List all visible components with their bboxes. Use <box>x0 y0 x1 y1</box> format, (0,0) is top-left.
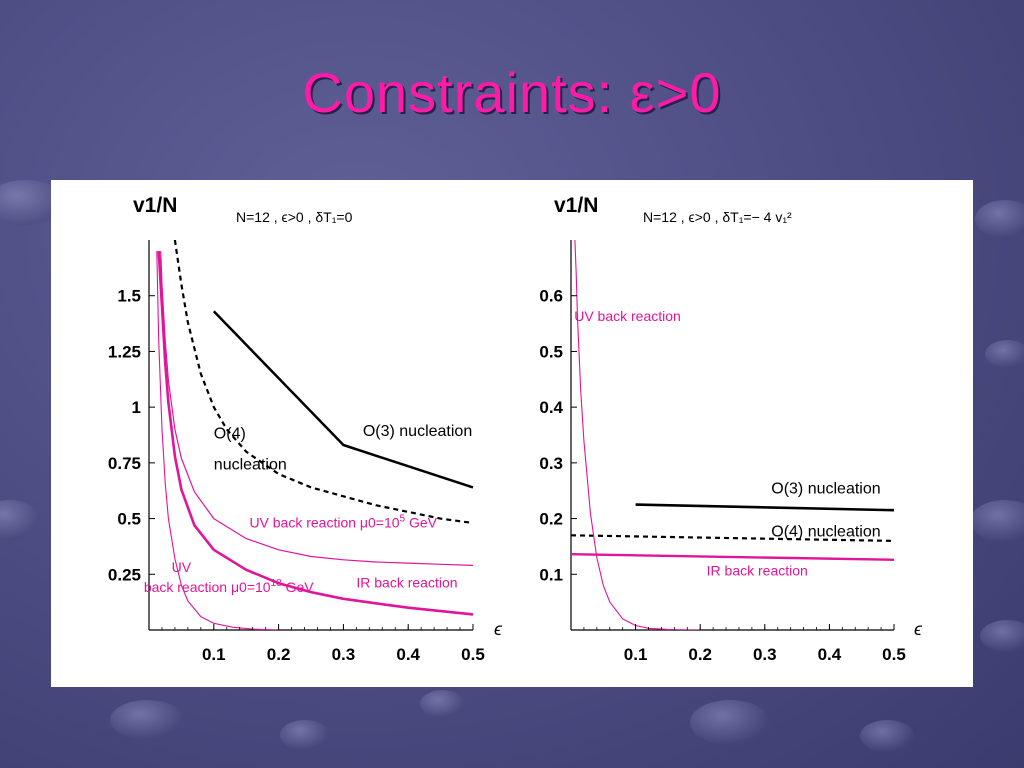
left-ylabel: v1/N <box>133 194 177 217</box>
right-ytick-label: 0.5 <box>539 342 563 361</box>
right-ytick-label: 0.2 <box>539 510 563 529</box>
right-series-0 <box>635 503 895 512</box>
right-chart: v1/N N=12 , ϵ>0 , δT₁=− 4 v₁² ϵ <box>554 194 923 639</box>
left-annotation-1: O(4) <box>214 425 246 442</box>
right-ylabel: v1/N <box>554 194 598 217</box>
left-ytick-label: 0.25 <box>108 565 141 584</box>
right-ytick-label: 0.1 <box>539 565 563 584</box>
left-annotation-5: back reaction μ0=1018 GeV <box>144 578 314 595</box>
slide-title: Constraints: ε>0 <box>302 61 722 124</box>
left-ytick-label: 0.75 <box>108 454 141 473</box>
right-header: N=12 , ϵ>0 , δT₁=− 4 v₁² <box>643 209 792 225</box>
right-annotation-3: IR back reaction <box>707 562 808 578</box>
left-header: N=12 , ϵ>0 , δT₁=0 <box>236 209 353 225</box>
left-series-3 <box>157 251 474 616</box>
left-plot <box>156 240 474 630</box>
right-series-2 <box>571 553 895 561</box>
right-xtick-label: 0.5 <box>882 645 906 664</box>
left-annotation-2: nucleation <box>214 457 287 474</box>
right-series-3 <box>574 240 701 630</box>
left-xtick-label: 0.4 <box>396 645 420 664</box>
right-ytick-label: 0.3 <box>539 454 563 473</box>
left-series-4 <box>156 251 279 630</box>
left-annotation-4: UV <box>172 559 192 575</box>
left-ytick-label: 1 <box>132 398 141 417</box>
left-ytick-label: 0.5 <box>117 510 141 529</box>
left-xtick-label: 0.1 <box>202 645 226 664</box>
left-xtick-label: 0.3 <box>332 645 356 664</box>
chart-panel: v1/N N=12 , ϵ>0 , δT₁=0 ϵ v1/N N=12 , ϵ>… <box>51 180 973 687</box>
left-annotation-6: IR back reaction <box>356 575 457 591</box>
left-annotation-0: O(3) nucleation <box>363 423 472 440</box>
right-xlabel: ϵ <box>914 619 923 639</box>
left-annotation-3: UV back reaction μ0=105 GeV <box>249 513 437 530</box>
right-xtick-label: 0.4 <box>818 645 842 664</box>
left-series-2 <box>160 251 474 566</box>
right-ytick-label: 0.6 <box>539 287 563 306</box>
left-xtick-label: 0.5 <box>461 645 485 664</box>
right-xtick-label: 0.1 <box>624 645 648 664</box>
left-series-1 <box>173 240 474 525</box>
right-annotation-2: O(4) nucleation <box>771 523 880 540</box>
chart-marks: 0.1 0.2 0.3 0.4 0.5 0.25 0.5 0.75 1 1.25 1.5 O(3) n… <box>108 240 906 664</box>
left-ytick-label: 1.5 <box>117 287 141 306</box>
right-xtick-label: 0.3 <box>753 645 777 664</box>
left-xtick-label: 0.2 <box>267 645 291 664</box>
left-xlabel: ϵ <box>494 619 503 639</box>
charts-svg: v1/N N=12 , ϵ>0 , δT₁=0 ϵ v1/N N=12 , ϵ>… <box>108 194 923 664</box>
right-annotation-0: UV back reaction <box>574 308 681 324</box>
left-chart: v1/N N=12 , ϵ>0 , δT₁=0 ϵ <box>133 194 503 639</box>
right-xtick-label: 0.2 <box>688 645 712 664</box>
right-ytick-label: 0.4 <box>539 398 563 417</box>
right-annotation-1: O(3) nucleation <box>771 481 880 498</box>
left-series-0 <box>212 310 474 489</box>
left-ytick-label: 1.25 <box>108 342 141 361</box>
